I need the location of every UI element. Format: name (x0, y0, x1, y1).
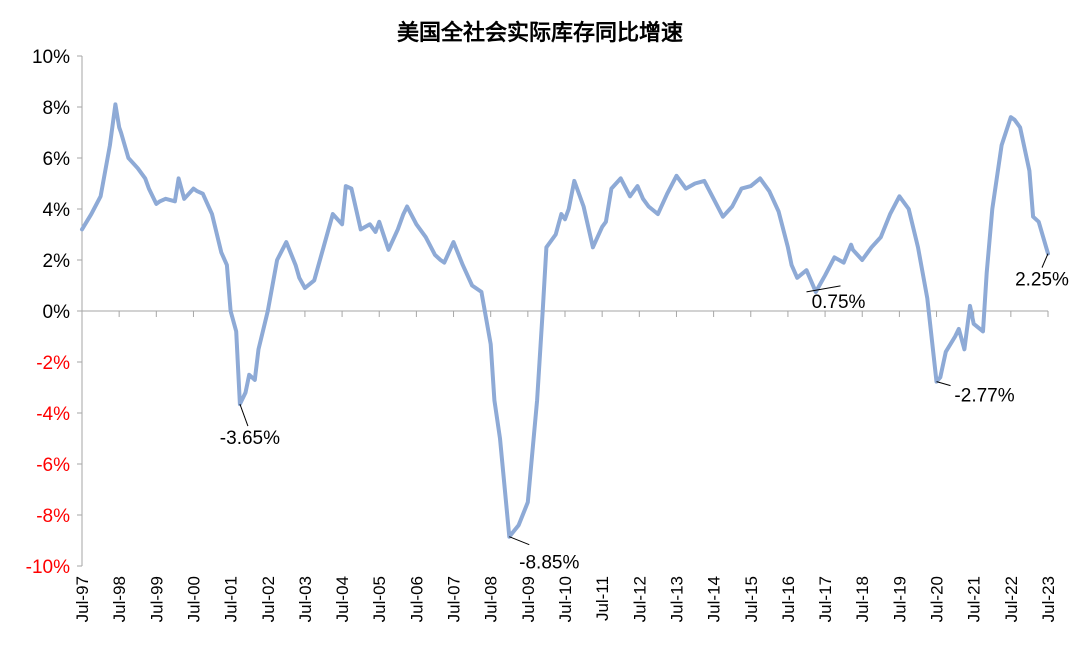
x-tick-label: Jul-19 (890, 576, 909, 622)
annotation-layer: -3.65% -8.85% 0.75% -2.77% 2.25% (220, 253, 1069, 574)
y-tick-label: 10% (32, 47, 70, 68)
x-tick-label: Jul-98 (110, 576, 129, 622)
x-tick-label: Jul-00 (184, 576, 203, 622)
annotation-leader-line (806, 285, 841, 293)
y-tick-label: -4% (36, 404, 70, 425)
annotation-label: -3.65% (220, 428, 280, 449)
x-tick-label: Jul-04 (333, 576, 352, 622)
y-tick-label: -2% (36, 353, 70, 374)
x-tick-label: Jul-07 (445, 576, 464, 622)
x-tick-label: Jul-11 (593, 576, 612, 621)
y-tick-label: 0% (43, 302, 71, 323)
annotation-label: 2.25% (1015, 270, 1069, 291)
x-tick-label: Jul-18 (853, 576, 872, 622)
x-tick-label: Jul-22 (1002, 576, 1021, 622)
x-tick-label: Jul-97 (73, 576, 92, 622)
x-tick-label: Jul-08 (482, 576, 501, 622)
y-tick-label: -6% (36, 455, 70, 476)
annotation-leader-line (239, 403, 249, 427)
annotation-label: 0.75% (812, 292, 866, 313)
y-tick-label: 4% (43, 200, 71, 221)
x-tick-label: Jul-12 (630, 576, 649, 622)
x-tick-label: Jul-03 (296, 576, 315, 622)
x-tick-label: Jul-21 (965, 576, 984, 622)
annotation-label: -2.77% (954, 386, 1014, 407)
annotation-label: -8.85% (519, 553, 579, 574)
x-tick-label: Jul-15 (742, 576, 761, 622)
series-layer (80, 102, 1050, 539)
annotation-leader-line (509, 536, 530, 546)
x-tick-label: Jul-05 (370, 576, 389, 622)
x-tick-label: Jul-14 (705, 576, 724, 622)
chart-title: 美国全社会实际库存同比增速 (397, 20, 683, 46)
annotation-leader-line (936, 381, 951, 387)
y-axis: 10% 8% 6% 4% 2% 0% -2% -4% -6% -8% -10% (26, 47, 83, 578)
x-axis: Jul-97 Jul-98 Jul-99 Jul-00 Jul-01 Jul-02 Jul-… (73, 310, 1058, 622)
x-tick-label: Jul-23 (1039, 576, 1058, 622)
x-tick-label: Jul-17 (816, 576, 835, 622)
annotation-leader-line (1041, 253, 1049, 268)
y-tick-label: 6% (43, 149, 71, 170)
y-tick-label: -8% (36, 506, 70, 527)
x-tick-label: Jul-13 (667, 576, 686, 622)
x-tick-label: Jul-02 (259, 576, 278, 622)
x-tick-label: Jul-99 (147, 576, 166, 622)
series-line (80, 102, 1050, 539)
x-tick-label: Jul-06 (407, 576, 426, 622)
x-tick-label: Jul-16 (779, 576, 798, 622)
x-tick-label: Jul-09 (519, 576, 538, 622)
x-tick-label: Jul-01 (222, 576, 241, 622)
y-tick-label: -10% (26, 557, 70, 578)
y-tick-label: 8% (43, 98, 71, 119)
y-tick-label: 2% (43, 251, 71, 272)
x-tick-label: Jul-20 (928, 576, 947, 622)
x-tick-label: Jul-10 (556, 576, 575, 622)
